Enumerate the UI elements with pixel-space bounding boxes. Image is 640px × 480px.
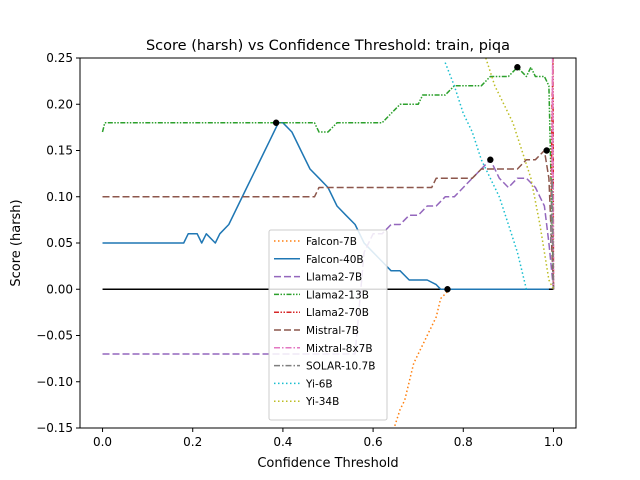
series-line-yi-6b [444,62,528,290]
highlight-point [543,147,550,154]
y-tick-label: 0.20 [46,97,73,111]
y-tick-label: −0.15 [36,421,73,435]
x-tick-label: 1.0 [544,435,563,449]
legend-label-llama2-70b: Llama2-70B [306,307,369,319]
legend-label-llama2-7b: Llama2-7B [306,272,362,284]
legend-label-llama2-13b: Llama2-13B [306,289,369,301]
plot-area [79,57,577,429]
y-tick-label: −0.05 [36,329,73,343]
x-tick-label: 0.2 [183,435,202,449]
y-tick-label: 0.05 [46,236,73,250]
legend-label-mixtral-8x7b: Mixtral-8x7B [306,343,373,355]
legend-label-yi-34b: Yi-34B [305,396,339,408]
series-line-llama2-13b [101,66,555,290]
legend-frame [268,229,388,421]
y-tick-label: 0.00 [46,282,73,296]
legend-label-solar-10-7b: SOLAR-10.7B [306,361,375,373]
legend-label-falcon-40b: Falcon-40B [306,254,364,266]
highlight-point [487,156,494,163]
legend: Falcon-7B Falcon-40B Llama2-7B Llama2-13B Ll… [268,229,388,421]
series-line-mistral-7b [102,149,555,290]
y-tick-label: 0.15 [46,144,73,158]
x-axis-label: Confidence Threshold [257,456,398,471]
legend-label-mistral-7b: Mistral-7B [306,325,359,337]
series-line-falcon-7b [393,288,451,428]
highlight-point [514,64,521,71]
x-tick-label: 0.8 [454,435,473,449]
legend-items: Falcon-7B Falcon-40B Llama2-7B Llama2-13B Ll… [274,236,375,408]
y-axis-label: Score (harsh) [9,199,24,286]
series-line-solar-10-7b [549,177,555,290]
highlight-point [272,119,280,126]
chart-title: Score (harsh) vs Confidence Threshold: t… [146,38,510,54]
legend-label-yi-6b: Yi-6B [305,378,333,390]
x-tick-label: 0.0 [93,435,112,449]
x-axis-ticks: 0.0 0.2 0.4 0.6 0.8 1.0 [93,428,563,449]
x-tick-label: 0.4 [273,435,292,449]
y-axis-ticks: −0.15 −0.10 −0.05 0.00 0.05 0.10 0.15 0.20 0.25 [36,51,80,435]
y-tick-label: 0.10 [46,190,73,204]
x-tick-label: 0.6 [364,435,383,449]
y-tick-label: −0.10 [36,375,73,389]
marker-layer [272,64,550,293]
series-line-yi-34b [485,58,555,290]
y-tick-label: 0.25 [46,51,73,65]
legend-label-falcon-7b: Falcon-7B [306,236,357,248]
highlight-point [444,286,451,293]
